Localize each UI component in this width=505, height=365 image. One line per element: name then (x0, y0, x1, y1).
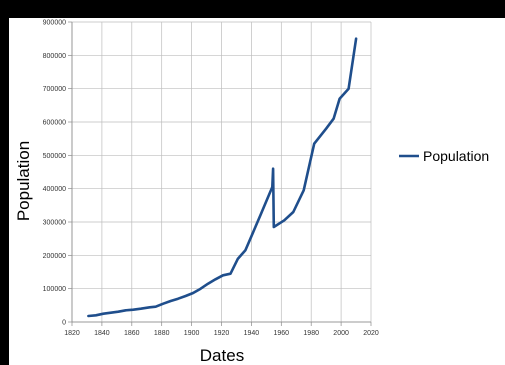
y-tick-label: 200000 (43, 253, 66, 260)
y-axis-label: Population (14, 141, 33, 221)
x-axis-label: Dates (200, 346, 244, 365)
legend: Population (399, 148, 489, 164)
x-tick-label: 1880 (154, 330, 170, 337)
x-tick-label: 1820 (64, 330, 80, 337)
x-tick-label: 1920 (214, 330, 230, 337)
y-tick-label: 900000 (43, 20, 66, 27)
x-tick-label: 1840 (94, 330, 110, 337)
y-tick-label: 400000 (43, 186, 66, 193)
chart-frame: 0 100000 200000 300000 400000 500000 600000 700… (9, 18, 505, 365)
y-tick-label: 700000 (43, 86, 66, 93)
x-tick-label: 2020 (363, 330, 379, 337)
gridlines (68, 21, 372, 326)
x-axis-ticks: 1820 1840 1860 1880 1900 1920 1940 1960 1980 2000… (64, 330, 379, 337)
x-tick-label: 1980 (303, 330, 319, 337)
x-tick-label: 2000 (333, 330, 349, 337)
population-line-chart: 0 100000 200000 300000 400000 500000 600000 700… (14, 20, 489, 365)
x-tick-label: 1900 (184, 330, 200, 337)
x-tick-label: 1960 (274, 330, 290, 337)
plot-lines (87, 37, 358, 318)
y-axis-ticks: 0 100000 200000 300000 400000 500000 600000 700… (43, 20, 66, 327)
y-tick-label: 100000 (43, 286, 66, 293)
y-tick-label: 800000 (43, 53, 66, 60)
x-tick-label: 1860 (124, 330, 140, 337)
y-tick-label: 300000 (43, 220, 66, 227)
y-tick-label: 600000 (43, 120, 66, 127)
y-tick-label: 500000 (43, 153, 66, 160)
y-tick-label: 0 (62, 320, 66, 327)
series-line-population (87, 37, 358, 318)
legend-label: Population (423, 148, 489, 164)
x-tick-label: 1940 (244, 330, 260, 337)
